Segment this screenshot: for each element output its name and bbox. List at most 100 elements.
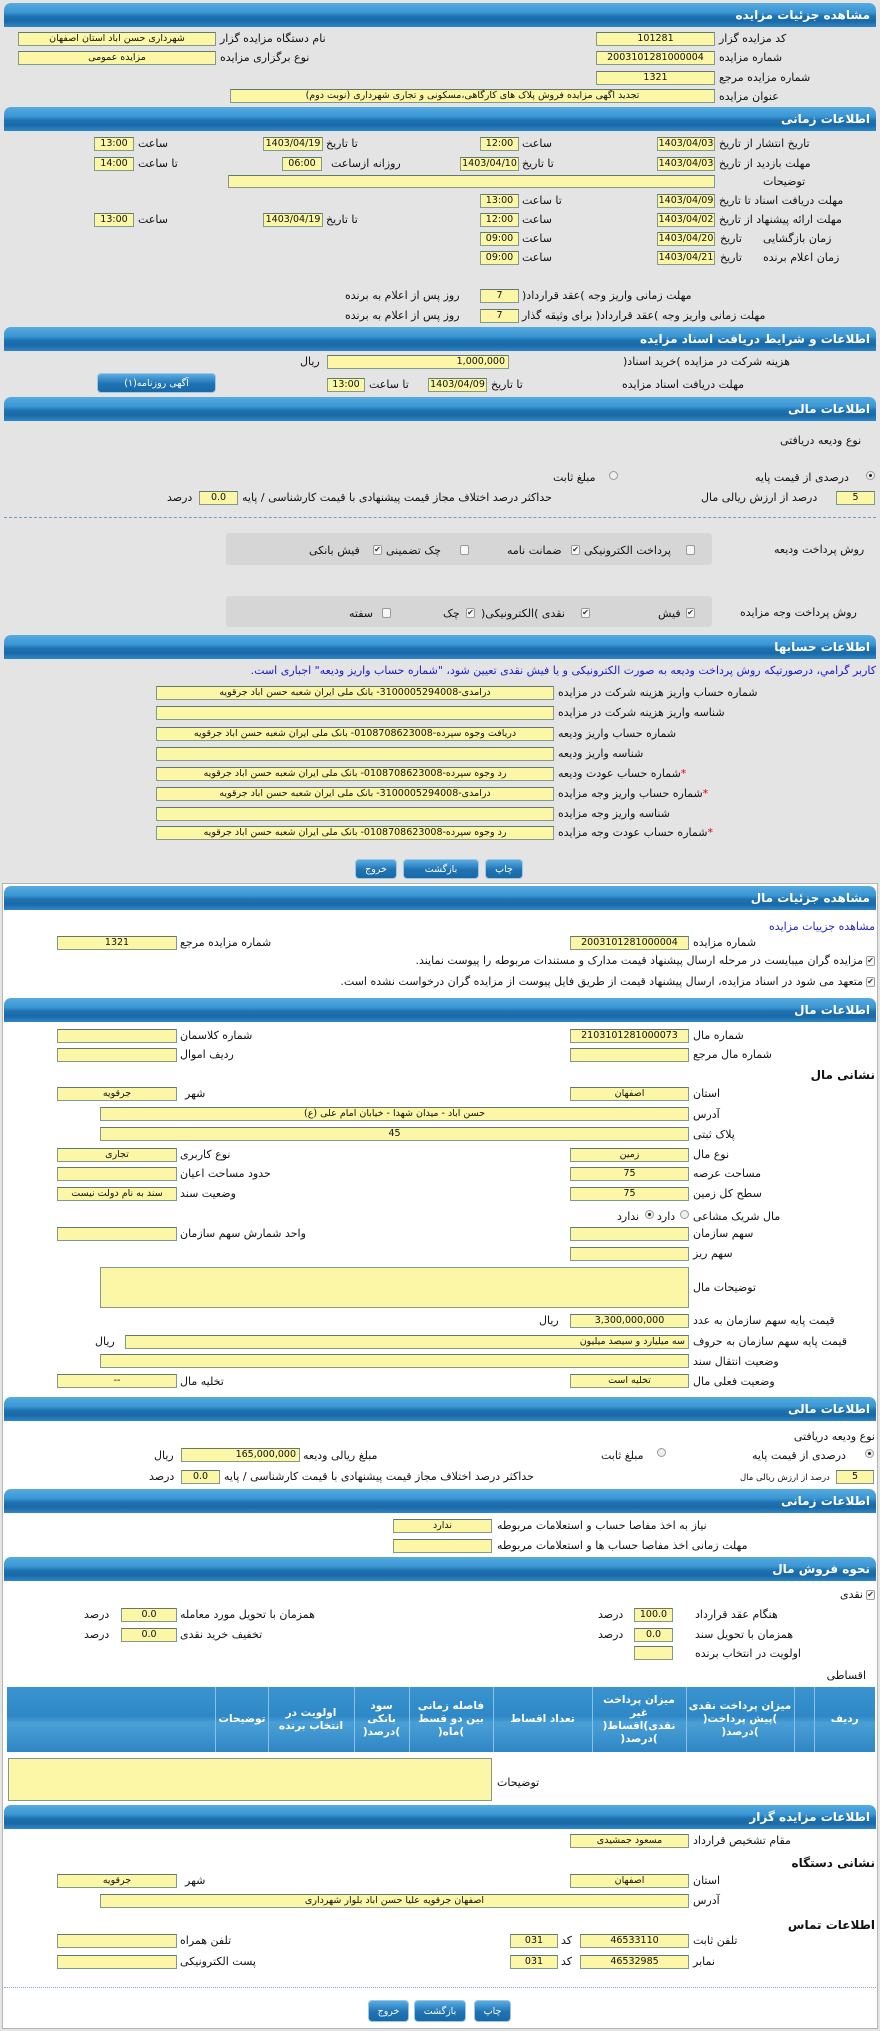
asset-number-field[interactable]: 2103101281000073 bbox=[570, 1029, 689, 1043]
opening-date[interactable]: 1403/04/20 bbox=[657, 232, 715, 246]
asset-max-diff-field[interactable]: 0.0 bbox=[181, 1470, 220, 1484]
city-field[interactable]: جرقویه bbox=[57, 1087, 177, 1101]
shared-no-radio[interactable] bbox=[645, 1210, 654, 1219]
publish-to-time[interactable]: 13:00 bbox=[94, 137, 134, 151]
email-field[interactable] bbox=[57, 1955, 177, 1969]
fax-code-field[interactable]: 031 bbox=[510, 1955, 558, 1969]
province-field[interactable]: اصفهان bbox=[570, 1087, 689, 1101]
delivery-field[interactable]: 0.0 bbox=[121, 1608, 177, 1622]
attach-required-checkbox[interactable]: ✔ bbox=[866, 956, 875, 966]
pay-method-checkbox[interactable] bbox=[382, 608, 391, 618]
visit-to-date[interactable]: 1403/04/10 bbox=[460, 157, 519, 171]
account-field[interactable]: رد وجوه سپرده-0108708623008- بانک ملی ای… bbox=[156, 826, 554, 840]
back-button[interactable]: بازگشت bbox=[414, 2000, 466, 2022]
pay-method-checkbox[interactable]: ✔ bbox=[581, 608, 590, 618]
classman-field[interactable] bbox=[57, 1029, 177, 1043]
account-field[interactable] bbox=[156, 706, 554, 720]
exit-button[interactable]: خروج bbox=[355, 859, 397, 879]
fax-field[interactable]: 46532985 bbox=[580, 1955, 689, 1969]
account-field[interactable]: دریافت وجوه سپرده-0108708623008- بانک مل… bbox=[156, 727, 554, 741]
opening-time[interactable]: 09:00 bbox=[480, 232, 519, 246]
daily-from-time[interactable]: 06:00 bbox=[282, 157, 322, 171]
winner-date[interactable]: 1403/04/21 bbox=[657, 251, 715, 265]
back-button[interactable]: بازگشت bbox=[403, 859, 479, 879]
priority-field[interactable] bbox=[634, 1646, 673, 1660]
asset-auction-ref-field[interactable]: 1321 bbox=[57, 936, 177, 950]
mobile-field[interactable] bbox=[57, 1934, 177, 1948]
offer-from-time[interactable]: 12:00 bbox=[480, 213, 519, 227]
phone-code-field[interactable]: 031 bbox=[510, 1934, 558, 1948]
price-num-field[interactable]: 3,300,000,000 bbox=[570, 1314, 689, 1328]
building-area-field[interactable] bbox=[57, 1167, 177, 1181]
docs-deadline-date[interactable]: 1403/04/09 bbox=[657, 194, 715, 208]
clearance-deadline-field[interactable] bbox=[393, 1539, 492, 1553]
asset-kind-field[interactable]: زمین bbox=[570, 1148, 689, 1162]
account-field[interactable] bbox=[156, 747, 554, 761]
account-field[interactable]: درآمدی-3100005294008- بانک ملی ایران شعب… bbox=[156, 787, 554, 801]
visit-from-date[interactable]: 1403/04/03 bbox=[657, 157, 715, 171]
asset-percent-field[interactable]: 5 bbox=[836, 1470, 874, 1484]
plate-field[interactable]: 45 bbox=[100, 1127, 689, 1141]
deed-field[interactable]: سند به نام دولت نیست bbox=[57, 1187, 177, 1201]
daily-to-time[interactable]: 14:00 bbox=[94, 157, 134, 171]
deposit-method-checkbox[interactable] bbox=[686, 545, 695, 555]
winner-time[interactable]: 09:00 bbox=[480, 251, 519, 265]
asset-ref-field[interactable] bbox=[570, 1048, 689, 1062]
max-diff-field[interactable]: 0.0 bbox=[199, 491, 238, 505]
timing-notes-field[interactable] bbox=[228, 175, 715, 188]
org-share-field[interactable] bbox=[570, 1227, 689, 1241]
price-words-field[interactable]: سه میلیارد و سیصد میلیون bbox=[125, 1335, 689, 1349]
evacuation-field[interactable]: -- bbox=[57, 1374, 177, 1388]
asset-fixed-radio[interactable] bbox=[657, 1448, 666, 1457]
offer-to-date[interactable]: 1403/04/19 bbox=[263, 213, 323, 227]
fee-field[interactable]: 1,000,000 bbox=[327, 355, 509, 369]
auction-subject-field[interactable]: تجدید آگهی مزایده فروش پلاک های کارگاهی،… bbox=[230, 89, 715, 103]
publish-from-date[interactable]: 1403/04/03 bbox=[657, 137, 715, 151]
offer-to-time[interactable]: 13:00 bbox=[94, 213, 134, 227]
attach-not-requested-checkbox[interactable]: ✔ bbox=[866, 977, 875, 987]
discount-field[interactable]: 0.0 bbox=[121, 1628, 177, 1642]
account-field[interactable]: رد وجوه سپرده-0108708623008- بانک ملی ای… bbox=[156, 767, 554, 781]
auction-details-link[interactable]: مشاهده جزییات مزایده bbox=[769, 920, 875, 933]
fixed-radio[interactable] bbox=[609, 471, 618, 480]
org-name-field[interactable]: شهرداری حسن آباد استان اصفهان bbox=[18, 32, 216, 46]
land-field[interactable]: 75 bbox=[570, 1187, 689, 1201]
address-field[interactable]: حسن آباد - میدان شهدا - خیابان امام علی … bbox=[100, 1107, 689, 1121]
asset-percent-radio[interactable] bbox=[865, 1449, 874, 1458]
phone-field[interactable]: 46533110 bbox=[580, 1934, 689, 1948]
fine-share-field[interactable] bbox=[570, 1247, 689, 1261]
clearance-field[interactable]: ندارد bbox=[393, 1519, 492, 1533]
print-button[interactable]: چاپ bbox=[485, 859, 523, 879]
print-button[interactable]: چاپ bbox=[474, 2000, 511, 2022]
auction-ref-field[interactable]: 1321 bbox=[596, 71, 715, 85]
pay-method-checkbox[interactable]: ✔ bbox=[466, 608, 475, 618]
pay-bail-deadline-days[interactable]: 7 bbox=[480, 309, 519, 323]
pay-method-checkbox[interactable]: ✔ bbox=[686, 608, 695, 618]
percent-value-field[interactable]: 5 bbox=[836, 491, 875, 505]
asset-auction-number-field[interactable]: 2003101281000004 bbox=[570, 936, 689, 950]
contract-field[interactable]: 100.0 bbox=[634, 1608, 673, 1622]
publish-from-time[interactable]: 12:00 bbox=[480, 137, 519, 151]
account-field[interactable]: درآمدی-3100005294008- بانک ملی ایران شعب… bbox=[156, 686, 554, 700]
asset-row-field[interactable] bbox=[57, 1048, 177, 1062]
percent-radio[interactable] bbox=[866, 471, 875, 480]
area-field[interactable]: 75 bbox=[570, 1167, 689, 1181]
deposit-amount-field[interactable]: 165,000,000 bbox=[181, 1448, 300, 1462]
sale-notes-textarea[interactable] bbox=[8, 1758, 492, 1801]
transfer-field[interactable] bbox=[100, 1354, 689, 1368]
shared-yes-radio[interactable] bbox=[680, 1210, 689, 1219]
cash-checkbox[interactable]: ✔ bbox=[866, 1590, 875, 1600]
publish-to-date[interactable]: 1403/04/19 bbox=[263, 137, 323, 151]
usage-field[interactable]: تجاری bbox=[57, 1148, 177, 1162]
newspaper-ad-button[interactable]: آگهی روزنامه(۱) bbox=[97, 373, 216, 393]
auction-type-field[interactable]: مزایده عمومی bbox=[18, 51, 216, 65]
auctioneer-code-field[interactable]: 101281 bbox=[596, 32, 715, 46]
deposit-method-checkbox[interactable] bbox=[460, 545, 469, 555]
docs-receive-time[interactable]: 13:00 bbox=[327, 378, 365, 392]
offer-from-date[interactable]: 1403/04/02 bbox=[657, 213, 715, 227]
docs-deadline-time[interactable]: 13:00 bbox=[480, 194, 519, 208]
account-field[interactable] bbox=[156, 807, 554, 821]
org-province-field[interactable]: اصفهان bbox=[570, 1874, 689, 1888]
org-city-field[interactable]: جرقویه bbox=[57, 1874, 177, 1888]
docs-receive-date[interactable]: 1403/04/09 bbox=[428, 378, 487, 392]
